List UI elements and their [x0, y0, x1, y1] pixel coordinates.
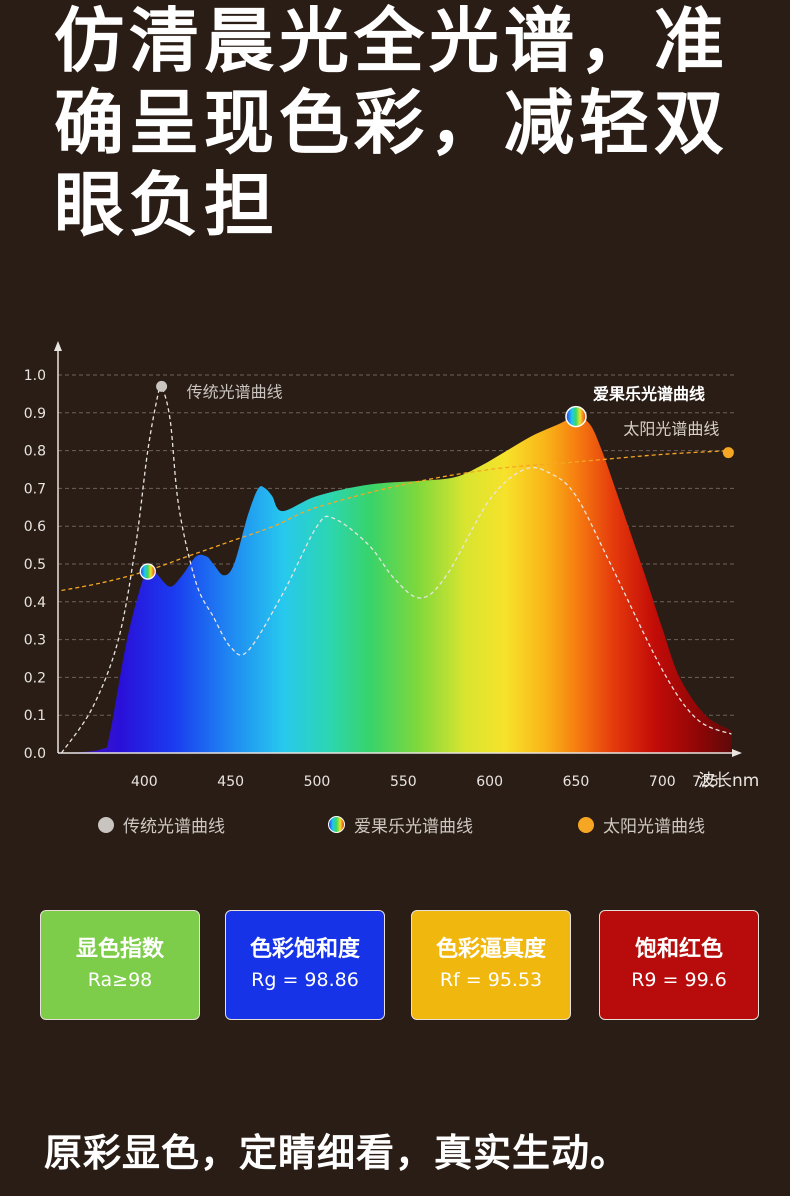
metric-card-red: 饱和红色 R9 = 99.6	[599, 910, 759, 1020]
aiguole-curve-label: 爱果乐光谱曲线	[593, 385, 705, 404]
y-tick-label: 0.2	[24, 670, 46, 686]
x-tick-label: 700	[649, 774, 676, 790]
x-tick-label: 550	[390, 774, 417, 790]
traditional-spectrum-line	[60, 383, 732, 754]
y-axis-arrow	[54, 341, 62, 351]
x-tick-label: 450	[217, 774, 244, 790]
legend-item-aiguole: 爱果乐光谱曲线	[328, 812, 473, 837]
chart-legend: 传统光谱曲线 爱果乐光谱曲线 太阳光谱曲线	[0, 812, 790, 842]
y-tick-label: 0.4	[24, 595, 46, 611]
metric-card-cri: 显色指数 Ra≥98	[40, 910, 200, 1020]
y-tick-label: 0.1	[24, 708, 46, 724]
y-tick-label: 0.0	[24, 746, 46, 762]
y-tick-label: 0.5	[24, 557, 46, 573]
metric-title: 饱和红色	[634, 937, 723, 962]
metric-cards: 显色指数 Ra≥98 色彩饱和度 Rg = 98.86 色彩逼真度 Rf = 9…	[40, 910, 762, 1022]
sun-end-marker	[722, 447, 734, 459]
chart-ticks: 0.0 0.1 0.2 0.3 0.4 0.5 0.6 0.7 0.8 0.9 1.0 400 450 5…	[24, 368, 719, 790]
legend-item-traditional: 传统光谱曲线	[98, 812, 225, 837]
metric-card-saturation: 色彩饱和度 Rg = 98.86	[225, 910, 385, 1020]
metric-title: 色彩逼真度	[435, 937, 546, 962]
footer-slogan: 原彩显色，定睛细看，真实生动。	[44, 1131, 630, 1175]
legend-item-sun: 太阳光谱曲线	[578, 812, 705, 837]
legend-label: 爱果乐光谱曲线	[354, 817, 473, 837]
gray-dot-icon	[98, 816, 114, 833]
x-tick-label: 400	[131, 774, 158, 790]
y-tick-label: 0.9	[24, 406, 46, 422]
metric-value: Rf = 95.53	[439, 969, 543, 991]
metric-value: R9 = 99.6	[631, 969, 727, 991]
metric-card-fidelity: 色彩逼真度 Rf = 95.53	[411, 910, 571, 1020]
orange-dot-icon	[578, 816, 594, 833]
intersection-marker	[139, 563, 156, 580]
traditional-peak-marker	[156, 380, 168, 392]
x-tick-label: 725	[692, 774, 719, 790]
metric-title: 显色指数	[75, 937, 164, 962]
y-tick-label: 0.7	[24, 481, 46, 497]
metric-title: 色彩饱和度	[249, 937, 360, 962]
metric-value: Rg = 98.86	[251, 969, 359, 991]
metric-value: Ra≥98	[87, 969, 153, 991]
spectrum-area	[61, 416, 732, 753]
x-tick-label: 600	[476, 774, 503, 790]
headline: 仿清晨光全光谱，准确呈现色彩，减轻双眼负担	[54, 0, 729, 246]
x-axis-label: 波长nm	[698, 771, 759, 791]
aiguole-peak-marker	[565, 405, 587, 428]
x-axis-arrow	[732, 749, 742, 757]
rainbow-dot-icon	[328, 816, 345, 833]
y-tick-label: 0.3	[24, 633, 46, 649]
y-tick-label: 0.6	[24, 519, 46, 535]
sun-curve-label: 太阳光谱曲线	[623, 420, 719, 439]
traditional-curve-label: 传统光谱曲线	[187, 382, 283, 401]
y-tick-label: 1.0	[24, 368, 46, 384]
spectrum-chart: 0.0 0.1 0.2 0.3 0.4 0.5 0.6 0.7 0.8 0.9 1.0 400 450 5…	[24, 341, 759, 791]
chart-axes	[54, 341, 742, 757]
legend-label: 太阳光谱曲线	[603, 817, 705, 837]
y-tick-label: 0.8	[24, 444, 46, 460]
x-tick-label: 500	[304, 774, 331, 790]
legend-label: 传统光谱曲线	[123, 817, 225, 837]
x-tick-label: 650	[563, 774, 590, 790]
